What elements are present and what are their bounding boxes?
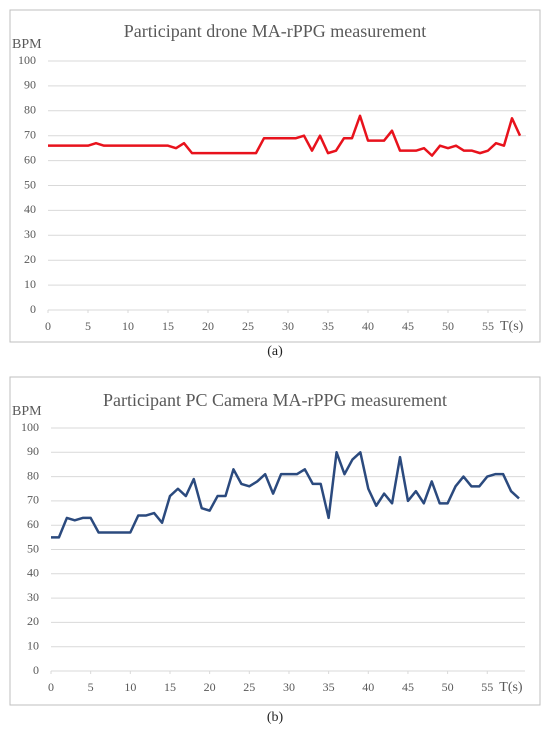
x-tick-label: 15 (162, 319, 174, 333)
x-axis-label: T(s) (499, 680, 523, 695)
caption: (a) (267, 344, 283, 359)
y-tick-label: 20 (27, 614, 39, 628)
y-tick-label: 30 (27, 590, 39, 604)
x-tick-label: 30 (282, 319, 294, 333)
y-tick-label: 40 (24, 202, 36, 216)
caption: (b) (267, 710, 284, 725)
x-tick-label: 35 (323, 680, 335, 694)
chart-title: Participant drone MA-rPPG measurement (124, 21, 426, 41)
y-tick-label: 70 (24, 127, 36, 141)
x-axis-label: T(s) (500, 319, 524, 334)
x-tick-label: 15 (164, 680, 176, 694)
x-tick-label: 45 (402, 680, 414, 694)
y-axis-label: BPM (12, 37, 42, 52)
x-tick-label: 5 (88, 680, 94, 694)
x-tick-label: 50 (442, 319, 454, 333)
y-tick-label: 90 (24, 78, 36, 92)
y-tick-label: 80 (24, 103, 36, 117)
x-tick-label: 40 (362, 319, 374, 333)
y-tick-label: 100 (18, 53, 36, 67)
y-tick-label: 60 (27, 517, 39, 531)
chart-frame (9, 376, 541, 706)
x-tick-label: 10 (122, 319, 134, 333)
data-line (48, 114, 522, 157)
x-tick-label: 25 (242, 319, 254, 333)
y-tick-label: 90 (27, 444, 39, 458)
y-tick-label: 60 (24, 152, 36, 166)
y-tick-label: 20 (24, 252, 36, 266)
x-tick-label: 0 (48, 680, 54, 694)
x-tick-label: 5 (85, 319, 91, 333)
x-tick-label: 55 (482, 319, 494, 333)
y-tick-label: 40 (27, 566, 39, 580)
y-tick-label: 0 (30, 302, 36, 316)
x-tick-label: 20 (202, 319, 214, 333)
x-tick-label: 40 (362, 680, 374, 694)
y-tick-label: 0 (33, 663, 39, 677)
x-tick-label: 35 (322, 319, 334, 333)
chart-title: Participant PC Camera MA-rPPG measuremen… (103, 390, 447, 410)
y-tick-label: 50 (24, 177, 36, 191)
data-line (51, 451, 520, 539)
x-tick-label: 10 (124, 680, 136, 694)
y-tick-label: 70 (27, 493, 39, 507)
x-tick-label: 0 (45, 319, 51, 333)
x-tick-label: 55 (481, 680, 493, 694)
x-tick-label: 20 (204, 680, 216, 694)
y-tick-label: 10 (24, 277, 36, 291)
y-tick-label: 50 (27, 541, 39, 555)
y-tick-label: 100 (21, 420, 39, 434)
x-tick-label: 30 (283, 680, 295, 694)
y-tick-label: 10 (27, 638, 39, 652)
y-axis-label: BPM (12, 404, 42, 419)
chart-frame (9, 9, 541, 343)
x-tick-label: 25 (243, 680, 255, 694)
x-tick-label: 50 (442, 680, 454, 694)
y-tick-label: 80 (27, 468, 39, 482)
x-tick-label: 45 (402, 319, 414, 333)
y-tick-label: 30 (24, 227, 36, 241)
